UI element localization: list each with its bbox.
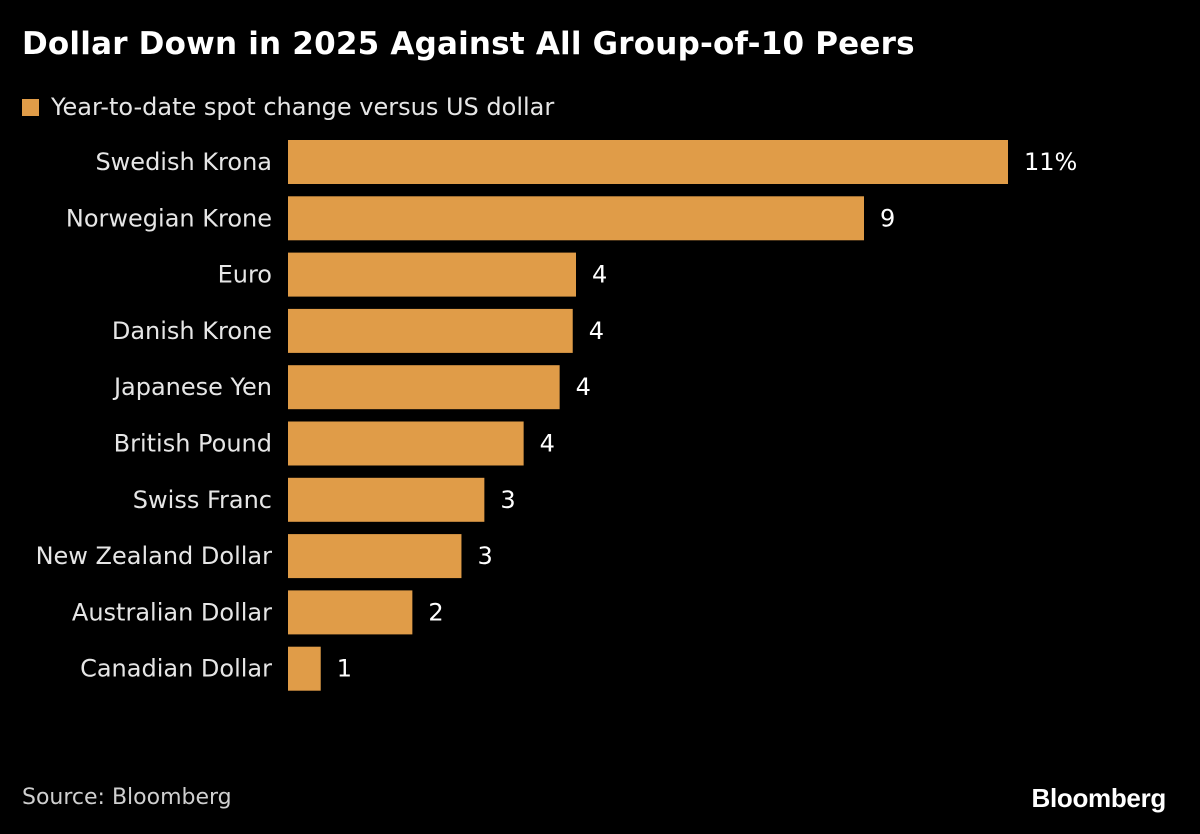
category-label: Danish Krone bbox=[112, 317, 272, 345]
category-label: Swiss Franc bbox=[133, 486, 272, 514]
data-label: 4 bbox=[540, 430, 555, 458]
category-label: Australian Dollar bbox=[72, 598, 272, 626]
category-label: Japanese Yen bbox=[112, 373, 272, 401]
legend: Year-to-date spot change versus US dolla… bbox=[22, 92, 554, 122]
bar-danish-krone bbox=[288, 308, 573, 353]
bar-australian-dollar bbox=[288, 590, 413, 635]
category-label: New Zealand Dollar bbox=[36, 542, 273, 570]
data-label: 4 bbox=[589, 317, 604, 345]
category-label: Euro bbox=[218, 261, 272, 289]
bar-swiss-franc bbox=[288, 477, 485, 522]
bar-norwegian-krone bbox=[288, 196, 864, 241]
data-label: 11% bbox=[1024, 148, 1077, 176]
category-label: British Pound bbox=[114, 430, 272, 458]
category-label: Swedish Krona bbox=[95, 148, 272, 176]
data-label: 3 bbox=[477, 542, 492, 570]
data-label: 3 bbox=[500, 486, 515, 514]
legend-label: Year-to-date spot change versus US dolla… bbox=[51, 93, 555, 121]
data-label: 9 bbox=[880, 204, 895, 232]
data-label: 4 bbox=[576, 373, 591, 401]
data-label: 2 bbox=[428, 598, 443, 626]
source-note: Source: Bloomberg bbox=[22, 785, 232, 810]
bar-euro bbox=[288, 252, 576, 297]
bar-swedish-krona bbox=[288, 140, 1008, 184]
category-label: Canadian Dollar bbox=[80, 655, 272, 683]
category-label: Norwegian Krone bbox=[66, 204, 272, 232]
bloomberg-logo: Bloomberg bbox=[1031, 783, 1166, 813]
legend-swatch bbox=[22, 98, 39, 116]
bar-canadian-dollar bbox=[288, 646, 321, 691]
bar-british-pound bbox=[288, 421, 524, 466]
chart-title: Dollar Down in 2025 Against All Group-of… bbox=[22, 26, 915, 62]
bar-japanese-yen bbox=[288, 365, 560, 410]
data-label: 1 bbox=[337, 655, 352, 683]
data-label: 4 bbox=[592, 261, 607, 289]
bar-new-zealand-dollar bbox=[288, 534, 462, 579]
